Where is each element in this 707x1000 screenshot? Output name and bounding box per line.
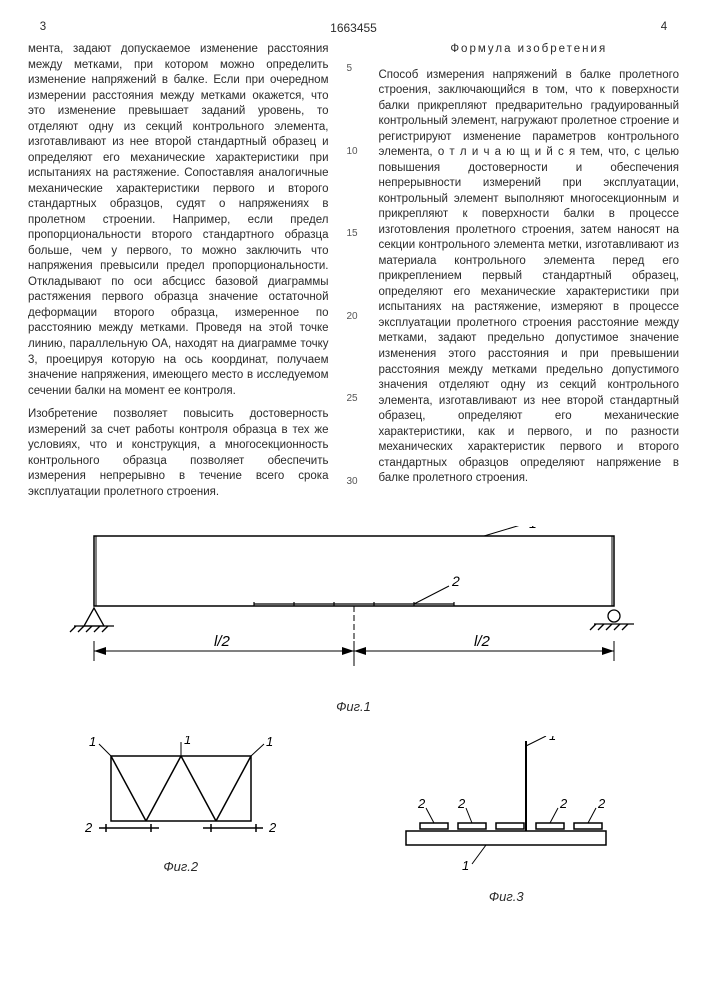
svg-text:2: 2	[597, 796, 606, 811]
fig1-label-1: 1	[529, 526, 537, 531]
right-paragraph-1: Способ измерения напряжений в балке прол…	[379, 68, 680, 487]
figures-block: 1 2	[28, 526, 679, 905]
header: 3 1663455 4	[28, 20, 679, 36]
svg-text:2: 2	[268, 820, 277, 835]
line-number: 20	[347, 310, 361, 324]
fig1-caption: Фиг.1	[28, 698, 679, 716]
text-columns: мента, задают допускаемое изменение расс…	[28, 42, 679, 508]
fig1-label-2: 2	[451, 573, 460, 589]
left-paragraph-2: Изобретение позволяет повысить достоверн…	[28, 407, 329, 500]
line-number: 15	[347, 227, 361, 241]
svg-text:2: 2	[84, 820, 93, 835]
left-paragraph-1: мента, задают допускаемое изменение расс…	[28, 42, 329, 399]
figure-2: 1 1 1 2 2	[81, 736, 281, 856]
svg-text:1: 1	[462, 858, 469, 873]
left-column: мента, задают допускаемое изменение расс…	[28, 42, 329, 508]
fig2-caption: Фиг.2	[81, 858, 281, 876]
line-number: 30	[347, 475, 361, 489]
svg-text:2: 2	[417, 796, 426, 811]
fig1-dim-left: l/2	[214, 633, 231, 650]
line-number: 5	[347, 62, 361, 76]
line-number-gutter: 5 10 15 20 25 30	[347, 42, 361, 508]
figure-3: 1 2 2 2 2	[386, 736, 626, 886]
figure-3-block: 1 2 2 2 2	[386, 736, 626, 906]
line-number: 25	[347, 392, 361, 406]
svg-text:1: 1	[266, 736, 273, 749]
figure-2-block: 1 1 1 2 2 Фиг.2	[81, 736, 281, 906]
svg-text:2: 2	[457, 796, 466, 811]
svg-text:1: 1	[89, 736, 96, 749]
fig1-dim-right: l/2	[474, 633, 491, 650]
right-column: Формула изобретения Способ измерения нап…	[379, 42, 680, 508]
figure-1: 1 2	[54, 526, 654, 696]
page-number-right: 4	[649, 20, 679, 36]
svg-text:1: 1	[184, 736, 191, 747]
claims-title: Формула изобретения	[379, 42, 680, 58]
fig3-caption: Фиг.3	[386, 888, 626, 906]
svg-text:2: 2	[559, 796, 568, 811]
line-number: 10	[347, 145, 361, 159]
svg-text:1: 1	[549, 736, 556, 743]
patent-number: 1663455	[58, 20, 649, 36]
page-number-left: 3	[28, 20, 58, 36]
